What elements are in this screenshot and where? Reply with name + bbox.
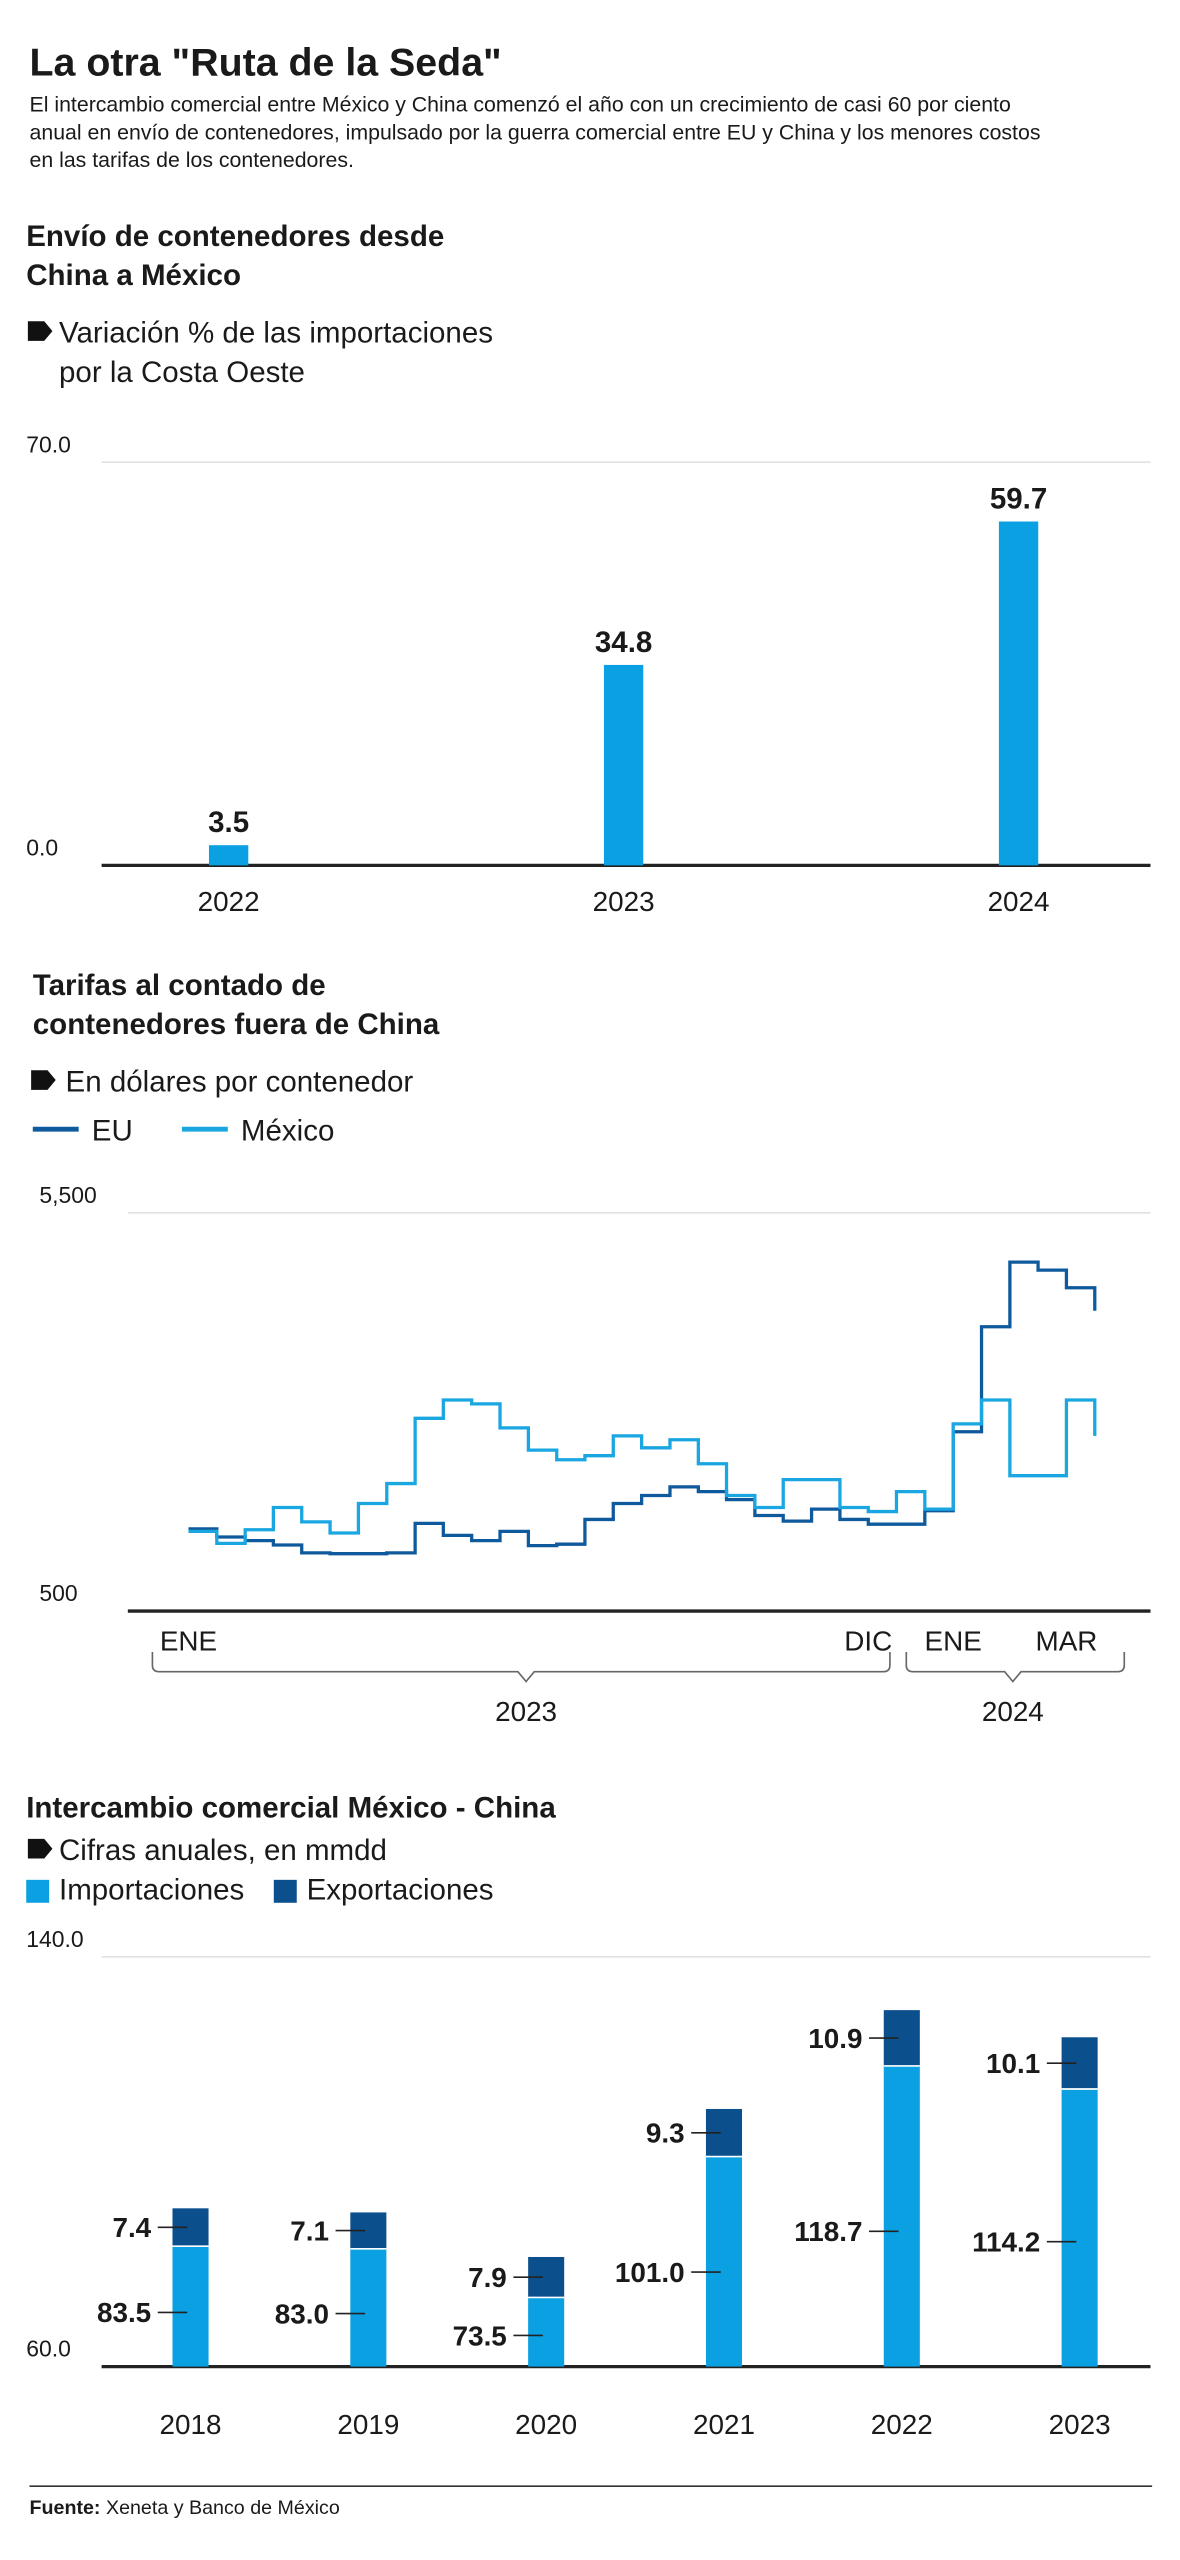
year-bracket [151, 1652, 891, 1683]
value-label: 9.3 [646, 2118, 685, 2149]
value-label: 7.9 [468, 2262, 507, 2293]
x-tick-label: 2023 [593, 886, 655, 917]
source-label: Fuente: [30, 2497, 101, 2519]
value-label: 7.1 [290, 2215, 329, 2246]
bar [998, 521, 1039, 866]
x-tick-label: ENE [925, 1625, 982, 1656]
bar-segment [350, 2248, 387, 2367]
value-label: 7.4 [112, 2212, 151, 2243]
bullet-icon [31, 1070, 56, 1090]
x-tick-label: 2021 [693, 2409, 755, 2440]
value-label: 114.2 [972, 2227, 1040, 2258]
x-tick-label: 2022 [871, 2409, 933, 2440]
chart-title: Intercambio comercial México - China [26, 1792, 556, 1825]
bullet-icon [27, 1838, 53, 1859]
x-tick-label: 2022 [198, 886, 260, 917]
year-bracket [905, 1652, 1126, 1683]
x-tick-label: ENE [160, 1625, 217, 1656]
value-label: 83.0 [275, 2298, 329, 2329]
chart-title: Envío de contenedores desde [26, 220, 444, 253]
subtitle-line: El intercambio comercial entre México y … [30, 92, 1011, 116]
x-tick-label: 2018 [160, 2409, 222, 2440]
legend-label: Exportaciones [307, 1874, 494, 1907]
value-label: 10.9 [808, 2023, 862, 2054]
bar-segment [172, 2246, 209, 2367]
main-title: La otra "Ruta de la Seda" [30, 40, 502, 84]
bullet-icon [27, 321, 53, 341]
chart-subtitle: Cifras anuales, en mmdd [59, 1834, 387, 1867]
legend-swatch [26, 1879, 50, 1903]
subtitle-line: en las tarifas de los contenedores. [30, 148, 354, 172]
y-tick-label: 500 [39, 1580, 77, 1606]
value-label: 3.5 [208, 806, 249, 839]
value-label: 34.8 [595, 626, 652, 659]
bar-segment [705, 2156, 743, 2367]
source: Fuente: Xeneta y Banco de México [30, 2497, 340, 2519]
line-series [188, 1398, 1097, 1546]
x-group-label: 2024 [982, 1696, 1044, 1727]
bar [603, 664, 644, 866]
chart-title: China a México [26, 259, 241, 292]
y-tick-label: 5,500 [39, 1182, 96, 1208]
chart-subtitle: por la Costa Oeste [59, 356, 305, 389]
y-tick-label: 70.0 [26, 431, 71, 457]
x-tick-label: MAR [1035, 1625, 1097, 1656]
y-tick-label: 0.0 [26, 835, 58, 861]
bar-segment [1061, 2088, 1098, 2367]
x-group-label: 2023 [495, 1696, 557, 1727]
legend-label: EU [92, 1115, 133, 1148]
x-tick-label: 2024 [988, 886, 1050, 917]
y-tick-label: 60.0 [26, 2336, 71, 2362]
subtitle-line: anual en envío de contenedores, impulsad… [30, 120, 1041, 144]
chart-title: contenedores fuera de China [33, 1008, 440, 1041]
x-tick-label: 2019 [337, 2409, 399, 2440]
value-label: 118.7 [794, 2216, 862, 2247]
y-tick-label: 140.0 [26, 1926, 83, 1952]
value-label: 10.1 [986, 2048, 1040, 2079]
source-text: Xeneta y Banco de México [106, 2497, 340, 2519]
bar-segment [883, 2065, 920, 2367]
legend-label: México [241, 1115, 334, 1148]
line-series [188, 1260, 1097, 1556]
value-label: 83.5 [97, 2297, 151, 2328]
chart-subtitle: Variación % de las importaciones [59, 317, 493, 350]
value-label: 101.0 [615, 2257, 685, 2288]
chart-subtitle: En dólares por contenedor [66, 1066, 414, 1099]
value-label: 73.5 [453, 2320, 507, 2351]
value-label: 59.7 [990, 482, 1047, 515]
x-tick-label: DIC [844, 1625, 892, 1656]
x-tick-label: 2020 [515, 2409, 577, 2440]
bar [208, 845, 249, 866]
chart-title: Tarifas al contado de [33, 969, 326, 1002]
bar-segment [528, 2297, 565, 2367]
x-tick-label: 2023 [1049, 2409, 1111, 2440]
legend-swatch [273, 1879, 297, 1903]
legend-label: Importaciones [59, 1874, 244, 1907]
